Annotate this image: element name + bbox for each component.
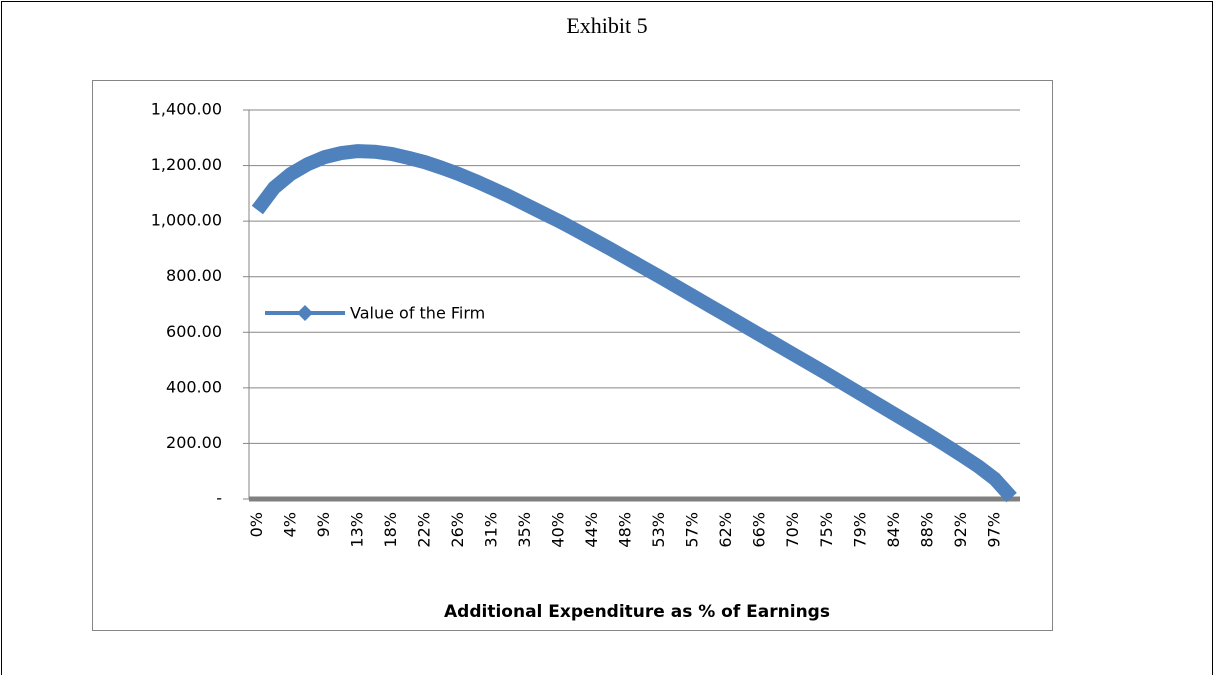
legend-marker xyxy=(297,305,313,321)
x-tick-label: 92% xyxy=(951,512,970,548)
x-tick-label: 97% xyxy=(984,512,1003,548)
chart-title: Exhibit 5 xyxy=(566,13,647,38)
x-tick-label: 4% xyxy=(280,512,299,537)
x-tick-label: 35% xyxy=(515,512,534,548)
y-tick-label: 1,200.00 xyxy=(151,155,222,174)
x-tick-label: 22% xyxy=(414,512,433,548)
y-tick-label: 1,400.00 xyxy=(151,100,222,119)
x-tick-label: 9% xyxy=(314,512,333,537)
x-tick-label: 26% xyxy=(448,512,467,548)
y-tick-label: 800.00 xyxy=(166,266,222,285)
x-tick-label: 66% xyxy=(750,512,769,548)
x-tick-label: 62% xyxy=(716,512,735,548)
series-line xyxy=(251,144,1017,503)
x-tick-label: 70% xyxy=(783,512,802,548)
x-tick-label: 84% xyxy=(884,512,903,548)
x-tick-label: 79% xyxy=(850,512,869,548)
chart-frame xyxy=(92,80,1053,631)
y-tick-label: 1,000.00 xyxy=(151,211,222,230)
x-tick-label: 75% xyxy=(817,512,836,548)
x-tick-label: 40% xyxy=(549,512,568,548)
x-tick-label: 48% xyxy=(616,512,635,548)
x-tick-label: 13% xyxy=(347,512,366,548)
x-tick-label: 18% xyxy=(381,512,400,548)
x-tick-label: 53% xyxy=(649,512,668,548)
y-tick-label: - xyxy=(216,489,222,508)
x-tick-label: 44% xyxy=(582,512,601,548)
x-axis-title: Additional Expenditure as % of Earnings xyxy=(444,602,830,622)
x-tick-label: 31% xyxy=(482,512,501,548)
x-tick-label: 88% xyxy=(917,512,936,548)
x-tick-label: 0% xyxy=(247,512,266,537)
y-tick-label: 600.00 xyxy=(166,322,222,341)
y-tick-label: 400.00 xyxy=(166,377,222,396)
legend-label: Value of the Firm xyxy=(350,304,485,323)
x-tick-label: 57% xyxy=(683,512,702,548)
y-tick-label: 200.00 xyxy=(166,433,222,452)
